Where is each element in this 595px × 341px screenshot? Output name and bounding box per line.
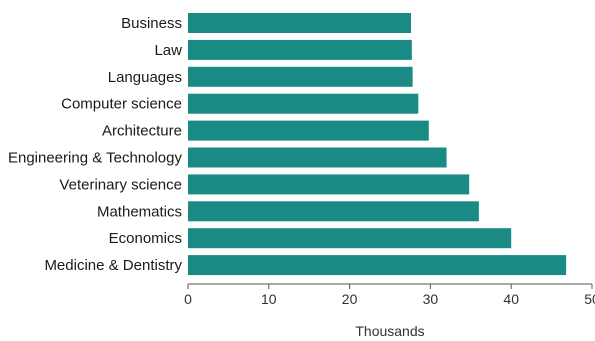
category-label: Economics (109, 230, 182, 247)
category-label: Engineering & Technology (8, 150, 183, 167)
bar-law (188, 39, 412, 60)
category-label: Veterinary science (59, 176, 182, 193)
category-label: Medicine & Dentistry (44, 257, 182, 274)
category-label: Computer science (61, 96, 182, 113)
bar-mathematics (188, 201, 479, 222)
bar-architecture (188, 120, 429, 141)
category-label: Languages (108, 69, 182, 86)
bar-business (188, 13, 412, 33)
x-tick-label: 20 (342, 291, 358, 307)
x-tick-label: 40 (503, 291, 519, 307)
category-label: Business (121, 15, 182, 32)
bar-engineering-technology (188, 147, 447, 168)
bar-economics (188, 228, 512, 249)
bar-medicine-dentistry (188, 255, 567, 276)
bars-group (188, 13, 567, 276)
bar-veterinary-science (188, 174, 470, 195)
x-axis-ticks: 0 10 20 30 40 50 (184, 284, 595, 307)
bar-languages (188, 66, 413, 87)
x-tick-label: 30 (423, 291, 439, 307)
x-tick-label: 50 (584, 291, 595, 307)
x-tick-label: 10 (261, 291, 277, 307)
x-tick-label: 0 (184, 291, 192, 307)
category-labels: Business Law Languages Computer science Arch… (8, 15, 183, 274)
category-label: Architecture (102, 123, 182, 140)
category-label: Law (154, 42, 182, 59)
x-axis-title: Thousands (355, 323, 424, 339)
bar-computer-science (188, 93, 419, 114)
category-label: Mathematics (97, 203, 182, 220)
